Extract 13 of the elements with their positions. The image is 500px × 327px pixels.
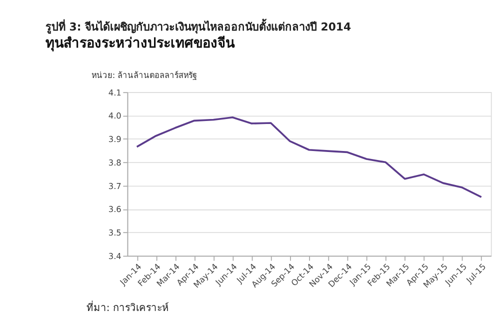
y-tick-label: 4.1	[108, 87, 122, 98]
y-tick-label: 4.0	[108, 110, 122, 121]
y-tick-label: 3.8	[108, 157, 122, 168]
y-tick-label: 3.4	[108, 250, 122, 261]
y-tick-label: 3.9	[108, 134, 122, 144]
y-axis-title: หน่วย: ล้านล้านดอลลาร์สหรัฐ	[91, 70, 198, 80]
chart-subtitle: ทุนสำรองระหว่างประเทศของจีน	[45, 36, 236, 52]
y-tick-label: 3.7	[108, 180, 122, 191]
line-series	[136, 116, 482, 198]
chart-title: รูปที่ 3: จีนได้เผชิญกับภาวะเงินทุนไหลออกนับตั้งแต่กลางปี 2014	[45, 18, 352, 34]
text: ที่มา: การวิเคราะห์	[86, 300, 169, 314]
y-tick-label: 3.6	[108, 204, 122, 214]
y-tick-label: 3.5	[108, 228, 122, 238]
